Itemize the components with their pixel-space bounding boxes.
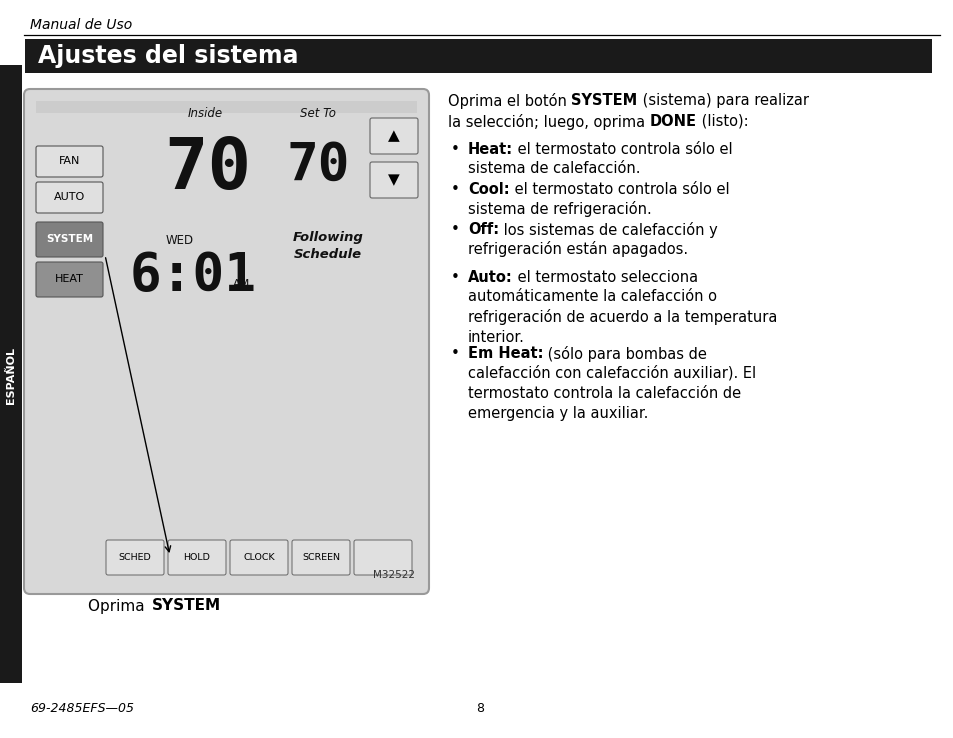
Text: 6:01: 6:01 (130, 250, 256, 302)
FancyBboxPatch shape (370, 118, 417, 154)
FancyBboxPatch shape (370, 162, 417, 198)
Text: •: • (450, 222, 459, 237)
Text: HEAT: HEAT (55, 275, 84, 285)
FancyBboxPatch shape (36, 262, 103, 297)
Bar (0, 65, 22, 683)
FancyBboxPatch shape (354, 540, 412, 575)
Text: calefacción con calefacción auxiliar). El
termostato controla la calefacción de
: calefacción con calefacción auxiliar). E… (468, 365, 756, 421)
Text: (listo):: (listo): (696, 114, 747, 129)
Text: Following
Schedule: Following Schedule (293, 232, 363, 261)
Text: (sistema) para realizar: (sistema) para realizar (638, 93, 808, 108)
Text: el termostato controla sólo el: el termostato controla sólo el (513, 142, 732, 157)
FancyBboxPatch shape (230, 540, 288, 575)
Text: el termostato selecciona: el termostato selecciona (512, 270, 698, 285)
Text: DONE: DONE (649, 114, 696, 129)
Text: Off:: Off: (468, 222, 498, 237)
Text: ESPAÑOL: ESPAÑOL (6, 348, 16, 404)
Text: M32522: M32522 (373, 570, 415, 580)
Text: ▲: ▲ (388, 128, 399, 143)
Text: WED: WED (166, 233, 193, 246)
Text: •: • (450, 346, 459, 361)
Text: FAN: FAN (59, 156, 80, 167)
Text: Oprima el botón: Oprima el botón (448, 93, 571, 109)
Text: SYSTEM: SYSTEM (46, 235, 93, 244)
FancyBboxPatch shape (292, 540, 350, 575)
Text: 69-2485EFS—05: 69-2485EFS—05 (30, 702, 133, 714)
Bar (36, 101, 416, 113)
Text: los sistemas de calefacción y: los sistemas de calefacción y (498, 222, 717, 238)
Text: (sólo para bombas de: (sólo para bombas de (543, 346, 706, 362)
Text: Em Heat:: Em Heat: (468, 346, 543, 361)
Text: SYSTEM: SYSTEM (571, 93, 638, 108)
Text: AM: AM (233, 279, 250, 289)
Text: Ajustes del sistema: Ajustes del sistema (38, 44, 298, 68)
Text: 70: 70 (286, 140, 350, 192)
FancyBboxPatch shape (106, 540, 164, 575)
Text: SYSTEM: SYSTEM (152, 599, 221, 613)
Text: •: • (450, 270, 459, 285)
Text: sistema de calefacción.: sistema de calefacción. (468, 161, 639, 176)
Text: 70: 70 (164, 136, 252, 204)
Text: •: • (450, 142, 459, 157)
Text: la selección; luego, oprima: la selección; luego, oprima (448, 114, 649, 130)
Text: Cool:: Cool: (468, 182, 509, 197)
FancyBboxPatch shape (24, 89, 429, 594)
Text: 8: 8 (476, 702, 483, 714)
Text: SCHED: SCHED (118, 553, 152, 562)
Text: Heat:: Heat: (468, 142, 513, 157)
Text: Auto:: Auto: (468, 270, 512, 285)
FancyBboxPatch shape (168, 540, 226, 575)
FancyBboxPatch shape (36, 146, 103, 177)
Text: •: • (450, 182, 459, 197)
Text: Set To: Set To (299, 107, 335, 120)
Text: sistema de refrigeración.: sistema de refrigeración. (468, 201, 651, 217)
Text: Oprima: Oprima (89, 599, 150, 613)
FancyBboxPatch shape (36, 222, 103, 257)
Text: automáticamente la calefacción o
refrigeración de acuerdo a la temperatura
inter: automáticamente la calefacción o refrige… (468, 289, 777, 345)
FancyBboxPatch shape (36, 182, 103, 213)
Text: ▼: ▼ (388, 173, 399, 187)
Text: AUTO: AUTO (53, 193, 85, 202)
Text: refrigeración están apagados.: refrigeración están apagados. (468, 241, 687, 257)
Text: Inside: Inside (187, 107, 222, 120)
Text: SCREEN: SCREEN (302, 553, 339, 562)
Text: Manual de Uso: Manual de Uso (30, 18, 132, 32)
Bar (25, 39, 931, 73)
Text: el termostato controla sólo el: el termostato controla sólo el (509, 182, 728, 197)
Text: HOLD: HOLD (183, 553, 211, 562)
Text: CLOCK: CLOCK (243, 553, 274, 562)
